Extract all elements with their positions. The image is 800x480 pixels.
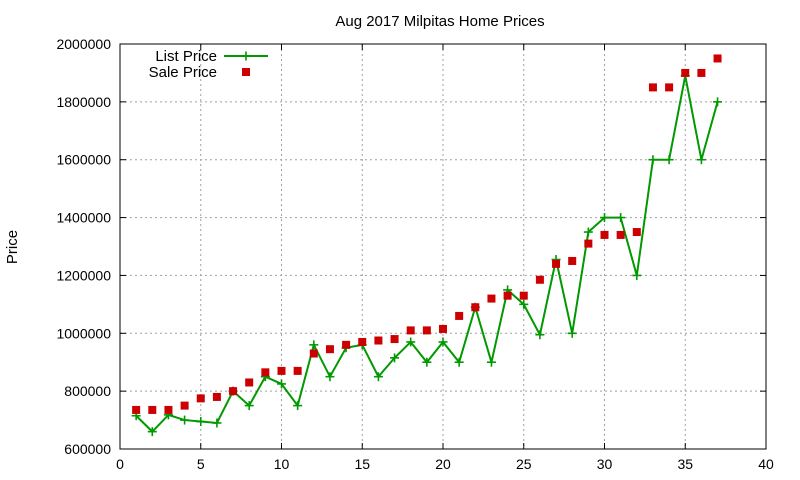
list-price-point xyxy=(147,427,157,437)
list-price-point xyxy=(373,372,383,382)
sale-price-point xyxy=(342,340,351,349)
list-price-point xyxy=(390,353,400,363)
list-price-point xyxy=(519,299,529,309)
sale-price-point xyxy=(697,68,706,77)
x-tick-label: 40 xyxy=(758,456,774,472)
list-price-point xyxy=(713,97,723,107)
list-price-point xyxy=(567,328,577,338)
list-price-point xyxy=(486,357,496,367)
list-price-point xyxy=(325,372,335,382)
sale-price-point xyxy=(180,401,189,410)
y-axis-label: Price xyxy=(4,230,21,264)
legend-sample-sale-price-marker xyxy=(242,68,250,76)
list-price-point xyxy=(180,415,190,425)
sale-price-point xyxy=(713,54,722,63)
sale-price-point xyxy=(487,294,496,303)
sale-price-point xyxy=(519,291,528,300)
sale-price-point xyxy=(406,326,415,335)
sale-price-point xyxy=(439,324,447,333)
sale-price-point xyxy=(148,405,157,414)
sale-price-point xyxy=(681,68,690,77)
sale-price-point xyxy=(600,230,609,239)
list-price-point xyxy=(438,337,448,347)
list-price-point xyxy=(244,401,254,411)
tick-layer: 0 5 10 15 20 25 30 35 40 600000 800000 1000000 12000… xyxy=(56,36,774,472)
sale-price-point xyxy=(552,259,561,268)
grid-layer xyxy=(120,44,766,449)
sale-price-point xyxy=(212,392,221,401)
x-tick-label: 0 xyxy=(116,456,124,472)
sale-price-point xyxy=(277,366,286,375)
list-price-point xyxy=(212,418,222,428)
list-price-point xyxy=(293,401,303,411)
sale-price-point xyxy=(132,405,141,414)
sale-price-point xyxy=(503,291,512,300)
list-price-point xyxy=(648,155,658,165)
x-tick-label: 20 xyxy=(435,456,451,472)
x-tick-label: 35 xyxy=(677,456,693,472)
sale-price-point xyxy=(358,337,367,346)
legend-label-list-price: List Price xyxy=(155,48,217,65)
sale-price-point xyxy=(648,83,657,92)
list-price-line xyxy=(135,75,719,434)
sale-price-point xyxy=(455,311,464,320)
sale-price-point xyxy=(309,349,318,358)
x-tick-label: 10 xyxy=(274,456,290,472)
sale-price-point xyxy=(422,326,431,335)
sale-price-point xyxy=(196,394,205,403)
list-price-point xyxy=(664,155,674,165)
sale-price-point xyxy=(164,405,173,414)
y-tick-label: 1800000 xyxy=(56,94,111,110)
list-price-point xyxy=(196,417,206,427)
y-tick-label: 1600000 xyxy=(56,152,111,168)
sale-price-point xyxy=(665,83,674,92)
sale-price-point xyxy=(632,228,641,237)
legend-label-sale-price: Sale Price xyxy=(149,64,217,81)
x-tick-label: 30 xyxy=(597,456,613,472)
list-price-point xyxy=(535,330,545,340)
sale-price-point xyxy=(374,336,383,345)
sale-price-point xyxy=(568,256,577,265)
chart-title: Aug 2017 Milpitas Home Prices xyxy=(335,13,544,30)
x-tick-label: 15 xyxy=(354,456,370,472)
y-tick-label: 2000000 xyxy=(56,36,111,52)
sale-price-point xyxy=(245,378,254,387)
list-price-point xyxy=(600,213,609,223)
sale-price-point xyxy=(390,335,399,344)
sale-price-point xyxy=(584,239,593,248)
sale-price-point xyxy=(229,387,238,396)
y-tick-label: 1400000 xyxy=(56,210,111,226)
y-tick-label: 600000 xyxy=(64,441,111,457)
list-price-point xyxy=(583,227,593,237)
sale-price-point xyxy=(535,275,544,284)
y-tick-label: 1200000 xyxy=(56,267,111,283)
list-price-point xyxy=(309,340,319,350)
sale-price-point xyxy=(471,303,480,312)
legend-sample-list-price-marker xyxy=(241,51,251,61)
x-tick-label: 25 xyxy=(516,456,532,472)
list-price-point xyxy=(632,270,642,280)
series-layer xyxy=(131,54,723,437)
list-price-point xyxy=(696,155,706,165)
list-price-point xyxy=(406,337,416,347)
sale-price-point xyxy=(616,230,625,239)
list-price-point xyxy=(422,357,432,367)
x-tick-label: 5 xyxy=(197,456,205,472)
list-price-point xyxy=(454,357,464,367)
list-price-point xyxy=(616,213,626,223)
sale-price-point xyxy=(261,368,270,377)
y-tick-label: 1000000 xyxy=(56,325,111,341)
list-price-point xyxy=(277,379,286,389)
legend: List Price Sale Price xyxy=(149,48,268,81)
sale-price-point xyxy=(325,345,334,354)
sale-price-point xyxy=(293,366,302,375)
y-tick-label: 800000 xyxy=(64,383,111,399)
